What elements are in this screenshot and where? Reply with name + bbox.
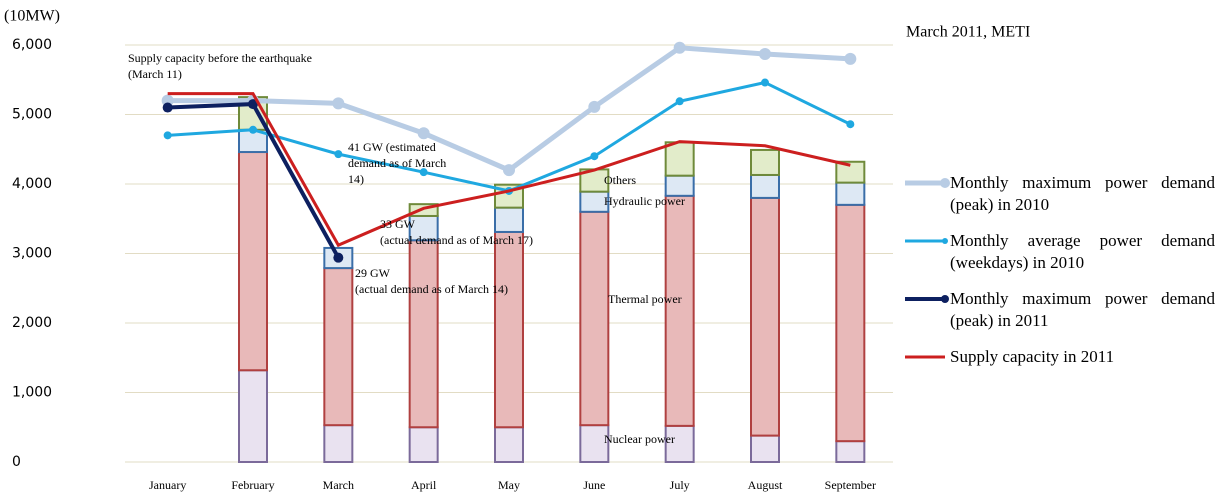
bar-segment <box>408 239 439 429</box>
point <box>419 168 428 177</box>
annotation: 33 GW <box>380 217 416 231</box>
bar-segment <box>664 194 695 427</box>
x-tick-label: June <box>583 478 605 492</box>
x-tick-label: July <box>670 478 690 492</box>
bar-segment <box>408 203 439 217</box>
point <box>673 41 686 54</box>
point <box>503 164 515 177</box>
x-tick-label: January <box>149 478 186 492</box>
legend-label: Monthly maximum power demand (peak) in 2… <box>950 289 1215 330</box>
x-tick-label: May <box>498 478 520 492</box>
segment-label: Nuclear power <box>604 432 675 446</box>
bar-segment <box>835 181 866 206</box>
annotation: 29 GW <box>355 266 391 280</box>
segment-label: Hydraulic power <box>604 194 685 208</box>
bar-segment <box>750 434 780 463</box>
legend-label: Monthly maximum power demand (peak) in 2… <box>950 173 1215 214</box>
point <box>248 99 258 110</box>
y-tick-label: 5,000 <box>12 107 52 123</box>
source: March 2011, METI <box>906 24 1030 41</box>
x-tick-label: April <box>411 478 437 492</box>
unit-label: (10MW) <box>4 8 60 25</box>
bar-segment <box>408 426 439 463</box>
bar-segment <box>750 173 780 199</box>
bar-segment <box>323 424 354 464</box>
point <box>332 97 345 110</box>
point <box>761 78 769 87</box>
legend-swatch <box>940 178 950 188</box>
annotation: 41 GW (estimated <box>348 140 436 154</box>
point <box>334 150 343 159</box>
point <box>417 127 430 140</box>
bar-segment <box>494 206 524 233</box>
bar-segment <box>494 230 524 429</box>
y-tick-label: 0 <box>12 454 21 470</box>
legend-swatch <box>942 238 948 244</box>
bar-segment <box>579 210 610 427</box>
x-tick-label: September <box>825 478 876 492</box>
line-series <box>167 92 851 248</box>
bar-segment <box>494 426 524 463</box>
bar-segment <box>835 160 866 184</box>
legend-swatch <box>941 295 949 303</box>
bar-segment <box>664 424 695 463</box>
y-tick-label: 2,000 <box>12 315 52 331</box>
y-tick-label: 3,000 <box>12 246 52 262</box>
annotation: 14) <box>348 172 364 186</box>
point <box>249 125 257 134</box>
bar-segment <box>238 151 268 372</box>
annotation: (March 11) <box>128 67 182 81</box>
point <box>588 100 601 113</box>
bar-segment <box>750 196 780 437</box>
legend-label: Supply capacity in 2011 <box>950 347 1115 366</box>
bar-segment <box>323 267 354 427</box>
legend-entry: Supply capacity in 2011 <box>950 347 1115 366</box>
segment-label: Thermal power <box>608 292 682 306</box>
y-tick-label: 1,000 <box>12 385 52 401</box>
bar-segment <box>835 203 866 443</box>
bar-segment <box>750 148 780 176</box>
point <box>333 252 344 263</box>
point <box>675 97 684 106</box>
legend-label: Monthly average power demand (weekdays) … <box>950 231 1215 272</box>
point <box>163 131 172 140</box>
legend-entry: Monthly maximum power demand (peak) in 2… <box>950 289 1215 330</box>
legend-entry: Monthly average power demand (weekdays) … <box>950 231 1215 272</box>
point <box>759 48 771 61</box>
annotation: Supply capacity before the earthquake <box>128 51 312 65</box>
bar-segment <box>664 141 695 177</box>
point <box>844 52 857 65</box>
x-tick-label: March <box>323 478 354 492</box>
x-tick-label: August <box>748 478 783 492</box>
annotation: demand as of March <box>348 156 446 170</box>
annotation: (actual demand as of March 14) <box>355 282 508 296</box>
point <box>846 120 855 129</box>
bar-segment <box>835 440 866 463</box>
x-tick-label: February <box>231 478 274 492</box>
legend-entry: Monthly maximum power demand (peak) in 2… <box>950 173 1215 214</box>
bar-segment <box>238 369 268 464</box>
y-tick-label: 6,000 <box>12 37 52 53</box>
point <box>162 102 173 113</box>
point <box>590 152 599 161</box>
segment-label: Others <box>604 173 636 187</box>
annotation: (actual demand as of March 17) <box>380 233 533 247</box>
y-tick-label: 4,000 <box>12 176 52 192</box>
line-series <box>167 45 851 173</box>
